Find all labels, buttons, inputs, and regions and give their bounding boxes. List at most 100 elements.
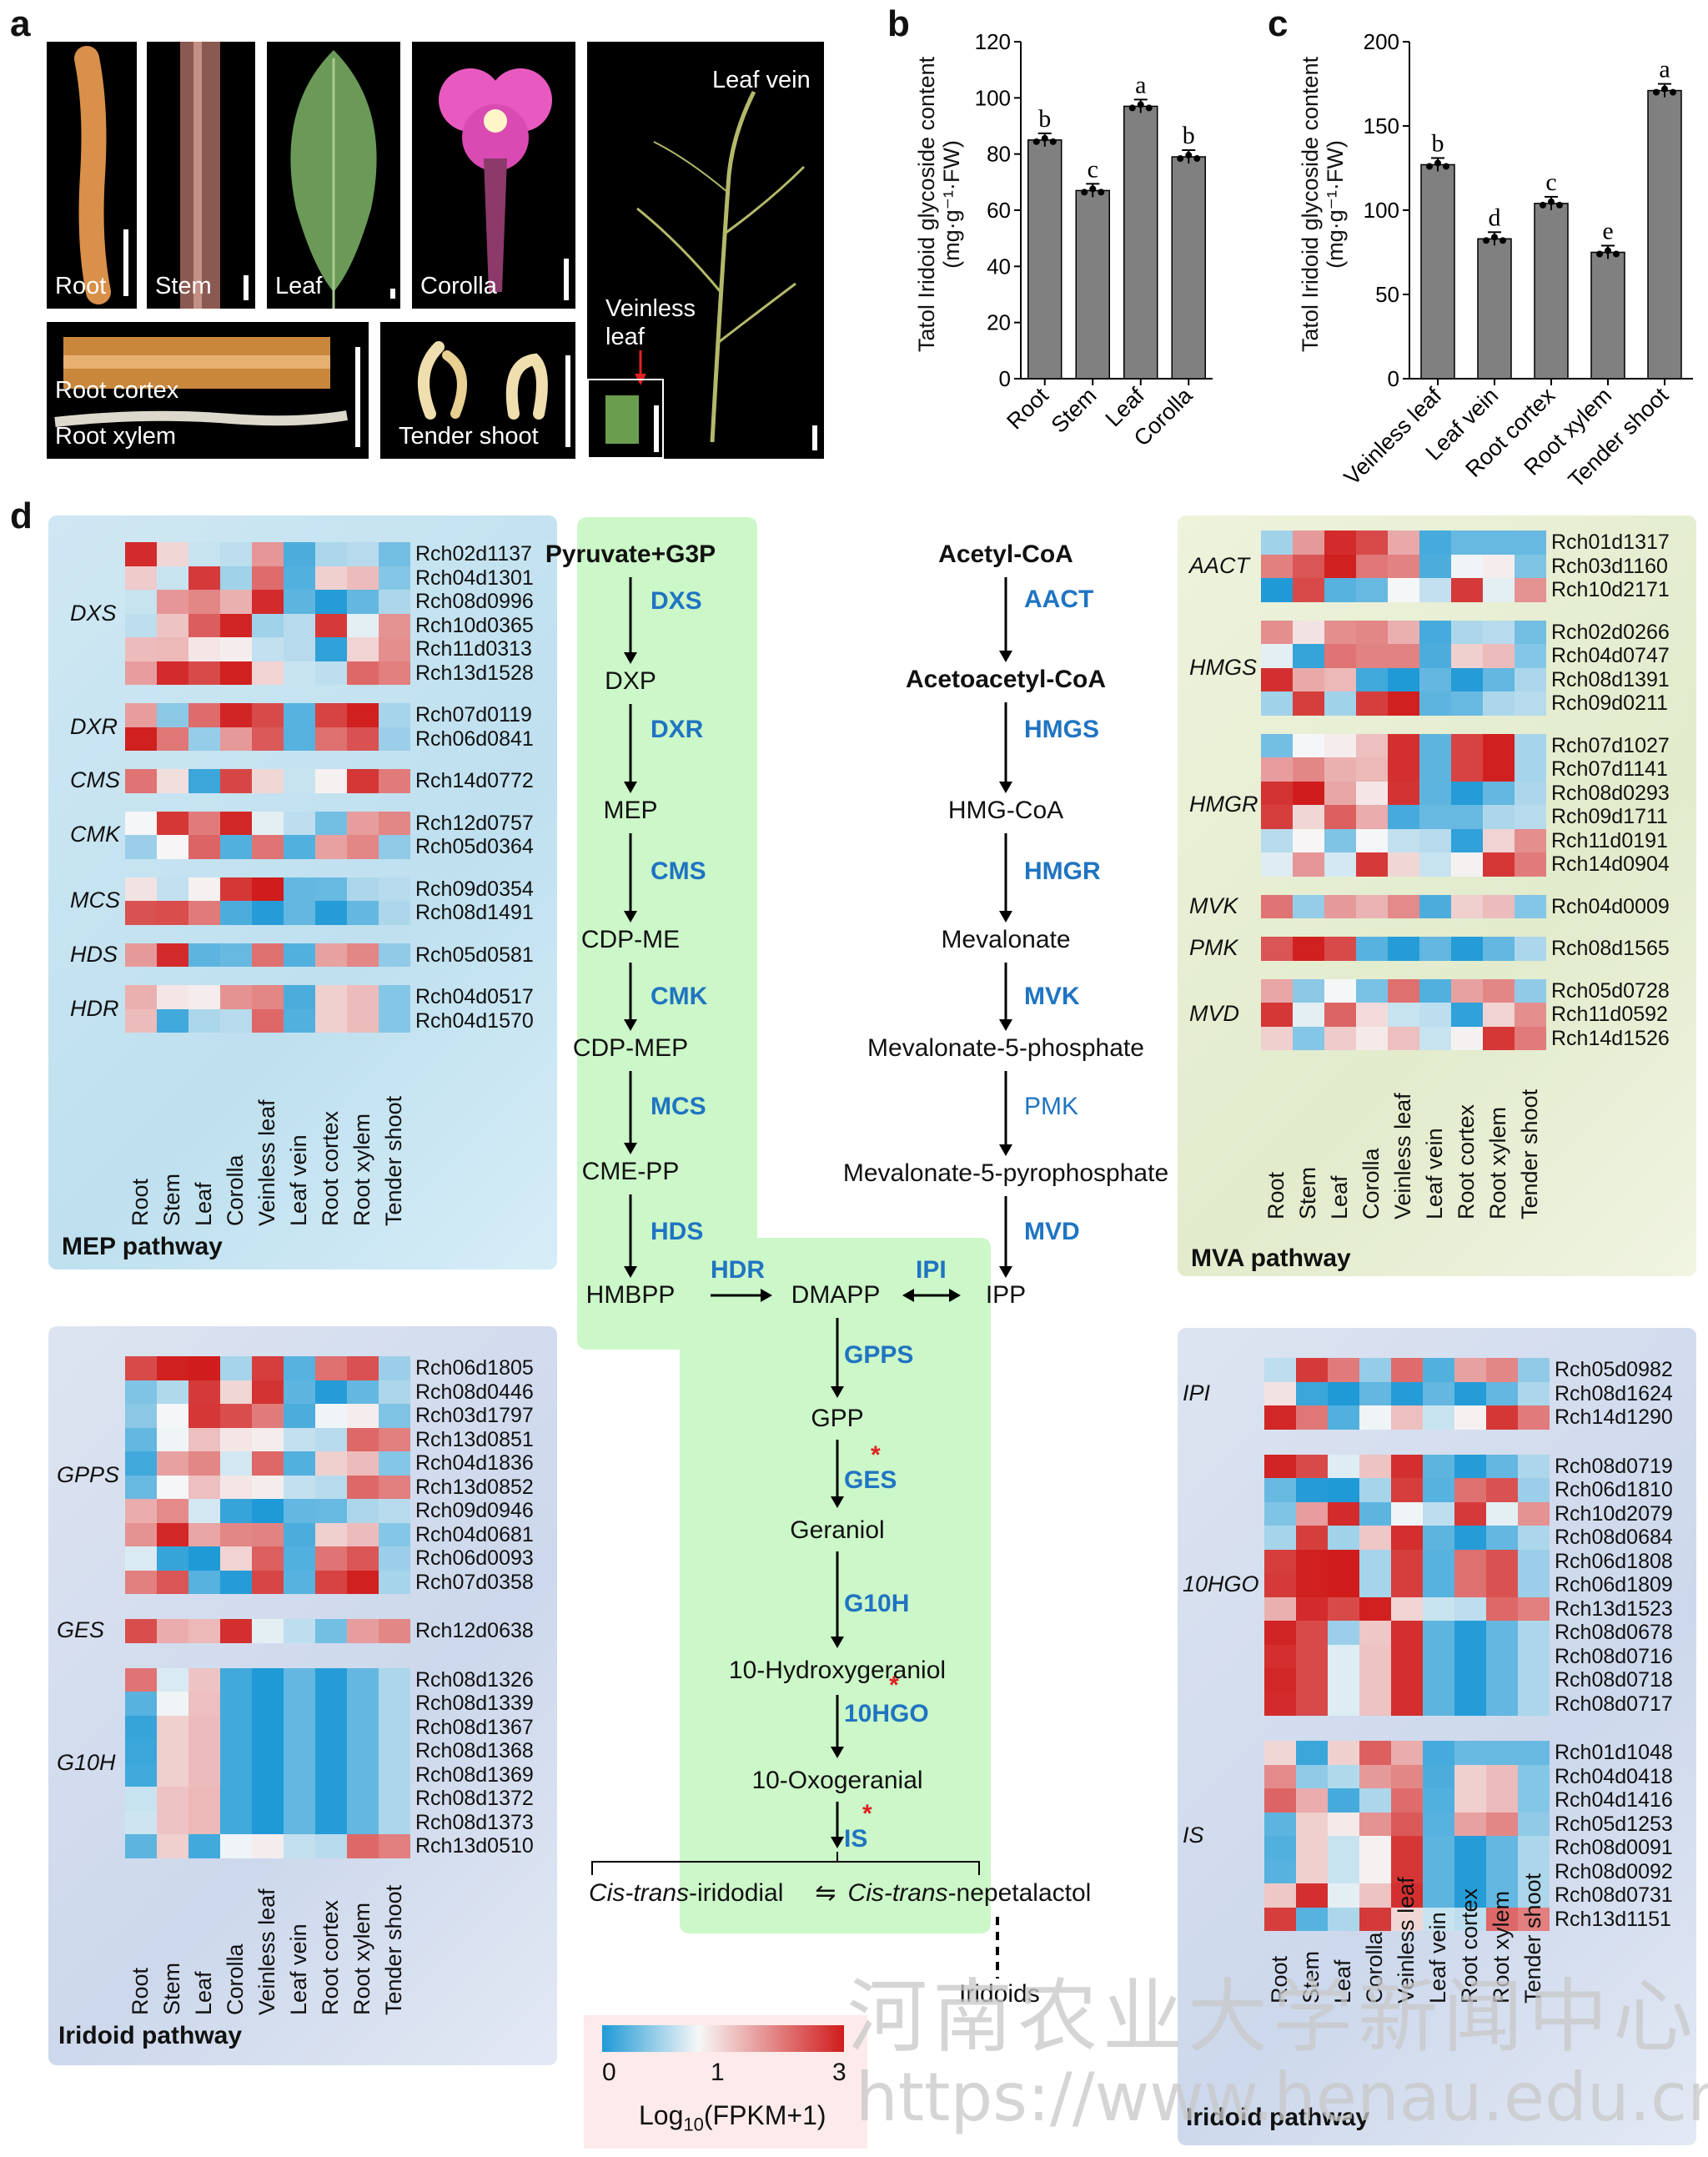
heatmap-cell	[1264, 1812, 1296, 1836]
heatmap-cell	[1518, 1501, 1550, 1526]
heatmap-cell	[1359, 1812, 1391, 1836]
chart-c-point	[1443, 163, 1449, 170]
heatmap-cell	[1296, 1405, 1328, 1430]
heatmap-cell	[1518, 1478, 1550, 1502]
heatmap-cell	[1264, 1668, 1296, 1692]
heatmap-cell	[1419, 781, 1451, 805]
heatmap-cell	[220, 1008, 252, 1033]
heatmap-cell	[1296, 1596, 1328, 1621]
heatmap-cell	[1261, 620, 1293, 644]
heatmap-cell	[1261, 554, 1293, 578]
heatmap-cell	[1388, 937, 1419, 961]
heatmap-cell	[379, 1475, 410, 1499]
heatmap-cell	[379, 985, 410, 1009]
photo-label-root-cortex: Root cortex	[55, 377, 179, 404]
heatmap-cell	[125, 835, 157, 859]
heatmap-cell	[1515, 691, 1546, 716]
heatmap-cell	[252, 985, 284, 1009]
heatmap-cell	[1296, 1812, 1328, 1836]
gene-id-label: Rch08d1491	[415, 901, 534, 925]
heatmap-cell	[188, 877, 220, 901]
mep-enzyme: CMS	[651, 857, 706, 885]
significance-star: *	[889, 1672, 899, 1699]
heatmap-cell	[284, 1427, 315, 1451]
heatmap-cell	[1454, 1836, 1486, 1860]
heatmap-cell	[1423, 1526, 1454, 1550]
gene-id-label: Rch08d0091	[1555, 1836, 1673, 1860]
heatmap-cell	[1296, 1883, 1328, 1908]
heatmap-cell	[252, 1787, 284, 1811]
heatmap-cell	[284, 542, 315, 566]
heatmap-cell	[347, 835, 379, 859]
heatmap-cell	[220, 1570, 252, 1594]
heatmap-cell	[379, 727, 410, 751]
iridoid-enzyme: GES	[844, 1466, 897, 1494]
photo-label-stem: Stem	[155, 273, 212, 299]
enzyme-group-label: CMS	[70, 767, 120, 793]
heatmap-cell	[188, 1427, 220, 1451]
chart-c-y-tick-label: 150	[1364, 113, 1399, 138]
heatmap-cell	[1328, 1764, 1359, 1788]
heatmap-cell	[157, 1475, 188, 1499]
mep-enzyme: DXS	[651, 587, 702, 615]
gene-id-label: Rch02d1137	[415, 542, 532, 566]
root-cortex-drawing	[54, 337, 348, 427]
gene-id-label: Rch06d0841	[415, 727, 534, 751]
chart-c-bar	[1420, 163, 1455, 380]
heatmap-cell	[1423, 1883, 1454, 1908]
heatmap-cell	[1423, 1668, 1454, 1692]
heatmap-cell	[252, 901, 284, 925]
heatmap-cell	[1483, 620, 1515, 644]
heatmap-cell	[1423, 1478, 1454, 1502]
heatmap-cell	[284, 727, 315, 751]
heatmap-cell	[1486, 1741, 1518, 1765]
heatmap-cell	[284, 835, 315, 859]
heatmap-cell	[220, 1667, 252, 1692]
photo-leaf-vein: Leaf vein Veinless leaf	[587, 42, 824, 459]
heatmap-cell	[284, 1715, 315, 1739]
heatmap-cell	[1359, 1741, 1391, 1765]
chart-c-significance-letter: b	[1432, 129, 1444, 157]
heatmap-cell	[1324, 937, 1356, 961]
enzyme-group-label: HMGR	[1189, 792, 1258, 817]
gene-id-label: Rch04d1570	[415, 1008, 534, 1033]
heatmap-cell	[1486, 1812, 1518, 1836]
heatmap-cell	[188, 1404, 220, 1428]
heatmap-cell	[347, 542, 379, 566]
heatmap-cell	[157, 1546, 188, 1571]
chart-c-y-tick-label: 100	[1364, 198, 1399, 223]
heatmap-cell	[1296, 1454, 1328, 1478]
gene-id-label: Rch08d1373	[415, 1810, 534, 1834]
heatmap-cell	[1451, 1026, 1483, 1050]
heatmap-cell	[157, 661, 188, 685]
heatmap-cell	[1264, 1907, 1296, 1931]
heatmap-cell	[220, 1619, 252, 1643]
enzyme-group-label: IS	[1183, 1823, 1204, 1848]
heatmap-cell	[125, 1499, 157, 1523]
gene-id-label: Rch14d1526	[1551, 1026, 1670, 1050]
heatmap-cell	[347, 1834, 379, 1858]
heatmap-cell	[1293, 691, 1324, 716]
heatmap-cell	[1328, 1358, 1359, 1382]
heatmap-cell	[284, 985, 315, 1009]
chart-c-bar	[1477, 238, 1512, 380]
chart-b-y-tick-label: 0	[999, 366, 1011, 391]
heatmap-cell	[347, 1522, 379, 1546]
gene-id-label: Rch11d0191	[1551, 828, 1668, 852]
heatmap-cell	[1293, 733, 1324, 757]
gene-id-label: Rch04d0418	[1555, 1764, 1673, 1788]
heatmap-cell	[1454, 1883, 1486, 1908]
heatmap-cell	[157, 1356, 188, 1380]
heatmap-cell	[1261, 852, 1293, 877]
heatmap-cell	[1388, 691, 1419, 716]
heatmap-cell	[1296, 1621, 1328, 1645]
heatmap-cell	[315, 1499, 347, 1523]
gene-id-label: Rch09d0354	[415, 877, 534, 901]
heatmap-cell	[1486, 1549, 1518, 1573]
heatmap-cell	[157, 1380, 188, 1404]
leaf-drawing	[290, 50, 377, 309]
heatmap-cell	[1454, 1621, 1486, 1645]
heatmap-cell	[1486, 1859, 1518, 1883]
chart-b-significance-letter: b	[1038, 105, 1051, 133]
heatmap-cell	[347, 1570, 379, 1594]
